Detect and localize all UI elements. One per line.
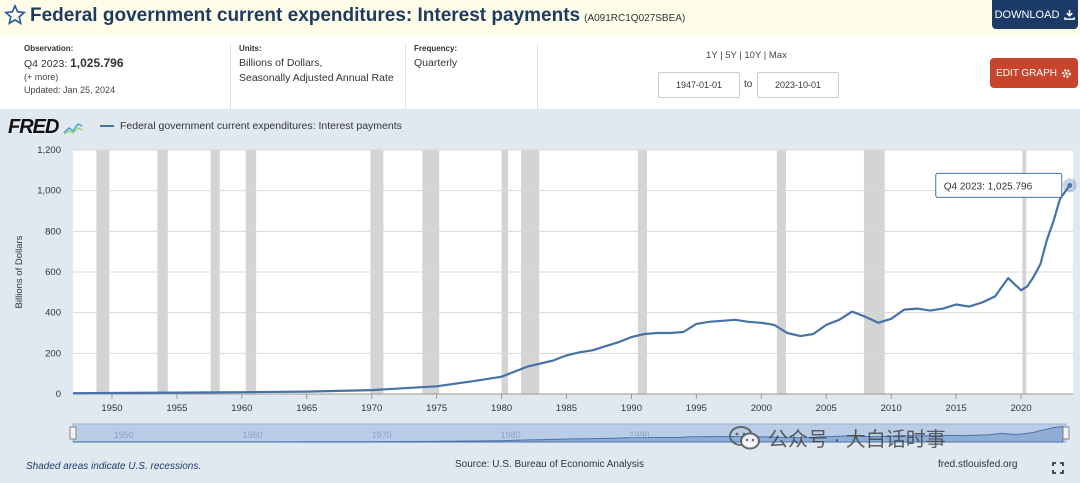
navigator-tick-label: 1950 bbox=[114, 430, 134, 440]
observation-number: 1,025.796 bbox=[70, 56, 124, 70]
x-tick-label: 2015 bbox=[946, 403, 967, 414]
x-tick-label: 1985 bbox=[556, 403, 577, 414]
units-line-2: Seasonally Adjusted Annual Rate bbox=[239, 72, 394, 84]
observation-block: Observation: Q4 2023: 1,025.796 (+ more)… bbox=[24, 44, 224, 110]
x-tick-label: 1980 bbox=[491, 403, 512, 414]
navigator-tick-label: 1970 bbox=[372, 430, 392, 440]
chart-legend: Federal government current expenditures:… bbox=[100, 120, 402, 132]
start-date-input[interactable]: 1947-01-01 bbox=[658, 72, 740, 98]
observation-value: Q4 2023: 1,025.796 bbox=[24, 57, 224, 71]
end-date-input[interactable]: 2023-10-01 bbox=[757, 72, 839, 98]
units-block: Units: Billions of Dollars, Seasonally A… bbox=[230, 44, 405, 110]
watermark: 公众号 · 大白话时事 bbox=[728, 423, 946, 452]
legend-label: Federal government current expenditures:… bbox=[120, 120, 402, 132]
hover-point[interactable] bbox=[1067, 183, 1073, 188]
x-tick-label: 2010 bbox=[881, 403, 902, 414]
title-bar: Federal government current expenditures:… bbox=[0, 0, 1080, 36]
observation-label: Observation: bbox=[24, 44, 74, 53]
units-label: Units: bbox=[239, 44, 262, 53]
site-link[interactable]: fred.stlouisfed.org bbox=[938, 459, 1018, 470]
watermark-text: 公众号 · 大白话时事 bbox=[768, 429, 946, 451]
fred-logo-text: FRED bbox=[8, 116, 59, 138]
x-tick-label: 1950 bbox=[101, 403, 122, 414]
edit-graph-button[interactable]: EDIT GRAPH bbox=[990, 58, 1078, 88]
download-icon bbox=[1064, 9, 1076, 20]
x-tick-label: 1965 bbox=[296, 403, 317, 414]
series-line bbox=[72, 184, 1071, 395]
x-tick-label: 1960 bbox=[231, 403, 252, 414]
divider bbox=[537, 44, 538, 110]
chart-frame: 0 200 400 600 800 1,000 1,200 1950 1955 1960 1965 1… bbox=[0, 110, 1080, 483]
y-tick-label: 1,200 bbox=[37, 145, 61, 156]
units-line-1: Billions of Dollars, bbox=[239, 57, 323, 69]
y-tick-label: 600 bbox=[45, 267, 61, 278]
page-title: Federal government current expenditures:… bbox=[30, 5, 685, 27]
navigator-tick-label: 1960 bbox=[243, 430, 263, 440]
fred-logo-chart-icon bbox=[63, 122, 83, 135]
fullscreen-icon[interactable] bbox=[1052, 462, 1064, 474]
frequency-value: Quarterly bbox=[414, 57, 458, 69]
navigator-right-handle[interactable] bbox=[1062, 426, 1070, 440]
x-tick-label: 1995 bbox=[686, 403, 707, 414]
download-button[interactable]: DOWNLOAD bbox=[992, 0, 1078, 29]
star-icon[interactable] bbox=[4, 4, 26, 26]
x-tick-label: 2020 bbox=[1010, 403, 1031, 414]
legend-swatch bbox=[100, 125, 114, 127]
series-title: Federal government current expenditures:… bbox=[30, 5, 581, 26]
frequency-label: Frequency: bbox=[414, 44, 458, 53]
tooltip-text: Q4 2023: 1,025.796 bbox=[944, 181, 1033, 192]
series-id: (A091RC1Q027SBEA) bbox=[584, 13, 686, 24]
y-tick-label: 0 bbox=[56, 389, 61, 400]
range-links[interactable]: 1Y | 5Y | 10Y | Max bbox=[706, 50, 787, 61]
tooltip-box bbox=[935, 172, 1063, 198]
edit-graph-label: EDIT GRAPH bbox=[996, 67, 1057, 79]
line-chart: 0 200 400 600 800 1,000 1,200 1950 1955 1960 1965 1… bbox=[14, 145, 1077, 443]
x-tick-label: 2005 bbox=[816, 403, 837, 414]
fred-logo: FRED bbox=[8, 116, 83, 139]
y-axis-label: Billions of Dollars bbox=[14, 235, 25, 308]
y-tick-label: 800 bbox=[45, 226, 61, 237]
updated-date: Updated: Jan 25, 2024 bbox=[24, 85, 116, 95]
x-tick-label: 1970 bbox=[361, 403, 382, 414]
download-label: DOWNLOAD bbox=[994, 8, 1060, 21]
x-tick-label: 2000 bbox=[751, 403, 772, 414]
observation-period: Q4 2023: bbox=[24, 58, 68, 70]
recessions-note: Shaded areas indicate U.S. recessions. bbox=[26, 461, 202, 472]
more-link[interactable]: (+ more) bbox=[24, 72, 59, 82]
to-label: to bbox=[744, 79, 753, 90]
source-note: Source: U.S. Bureau of Economic Analysis bbox=[455, 459, 644, 470]
y-tick-label: 1,000 bbox=[37, 186, 61, 197]
navigator-left-handle[interactable] bbox=[69, 426, 77, 440]
y-tick-label: 200 bbox=[45, 348, 61, 359]
y-tick-label: 400 bbox=[45, 308, 61, 319]
gear-icon bbox=[1062, 68, 1071, 78]
x-tick-label: 1975 bbox=[426, 403, 447, 414]
navigator-series bbox=[73, 426, 1064, 443]
frequency-block: Frequency: Quarterly bbox=[405, 44, 537, 110]
series-metadata: Observation: Q4 2023: 1,025.796 (+ more)… bbox=[0, 36, 1080, 110]
x-tick-label: 1990 bbox=[621, 403, 642, 414]
navigator-tick-label: 1990 bbox=[630, 430, 650, 440]
navigator-tick-label: 1980 bbox=[501, 430, 521, 440]
x-tick-label: 1955 bbox=[166, 403, 187, 414]
wechat-icon bbox=[729, 425, 760, 449]
